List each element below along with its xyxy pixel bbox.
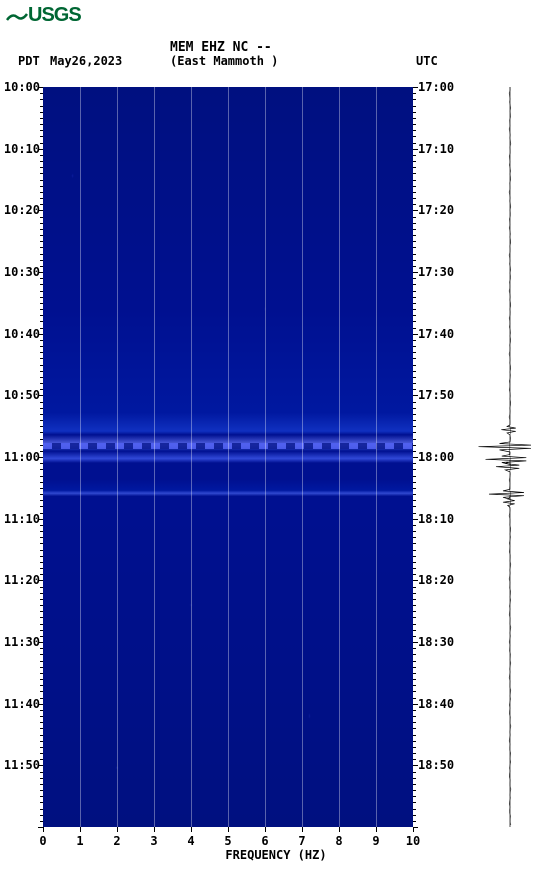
y-tick-left: 11:20	[0, 573, 40, 587]
y-tick-right: 17:50	[418, 388, 458, 402]
x-tick-label: 6	[261, 834, 268, 848]
y-tick-left: 10:10	[0, 142, 40, 156]
y-tick-left: 11:30	[0, 635, 40, 649]
spectrogram	[43, 87, 413, 827]
y-tick-left: 10:50	[0, 388, 40, 402]
y-tick-right: 17:20	[418, 203, 458, 217]
y-tick-right: 18:30	[418, 635, 458, 649]
y-tick-right: 18:10	[418, 512, 458, 526]
seismogram-trace	[475, 87, 545, 827]
x-tick-label: 2	[113, 834, 120, 848]
y-tick-left: 11:40	[0, 697, 40, 711]
y-tick-left: 11:10	[0, 512, 40, 526]
x-tick-label: 5	[224, 834, 231, 848]
x-tick-label: 10	[406, 834, 420, 848]
y-tick-right: 17:10	[418, 142, 458, 156]
x-tick-label: 9	[372, 834, 379, 848]
usgs-logo: USGS	[6, 4, 81, 27]
y-tick-right: 18:00	[418, 450, 458, 464]
y-tick-left: 10:20	[0, 203, 40, 217]
y-tick-right: 18:40	[418, 697, 458, 711]
y-tick-right: 17:00	[418, 80, 458, 94]
y-tick-left: 10:00	[0, 80, 40, 94]
x-ticks	[43, 827, 413, 832]
y-tick-right: 18:20	[418, 573, 458, 587]
x-tick-label: 8	[335, 834, 342, 848]
station-line2: (East Mammoth )	[170, 54, 278, 68]
x-tick-label: 1	[76, 834, 83, 848]
y-tick-left: 10:40	[0, 327, 40, 341]
y-tick-left: 11:50	[0, 758, 40, 772]
x-tick-label: 0	[39, 834, 46, 848]
tz-right: UTC	[416, 54, 438, 68]
x-tick-label: 3	[150, 834, 157, 848]
y-tick-left: 11:00	[0, 450, 40, 464]
y-tick-right: 17:40	[418, 327, 458, 341]
x-tick-label: 7	[298, 834, 305, 848]
x-axis-title: FREQUENCY (HZ)	[225, 848, 326, 862]
station-line1: MEM EHZ NC --	[170, 40, 272, 55]
x-tick-label: 4	[187, 834, 194, 848]
header-date: May26,2023	[50, 54, 122, 68]
y-tick-left: 10:30	[0, 265, 40, 279]
y-tick-right: 17:30	[418, 265, 458, 279]
tz-left: PDT	[18, 54, 40, 68]
logo-text: USGS	[28, 4, 81, 26]
y-tick-right: 18:50	[418, 758, 458, 772]
